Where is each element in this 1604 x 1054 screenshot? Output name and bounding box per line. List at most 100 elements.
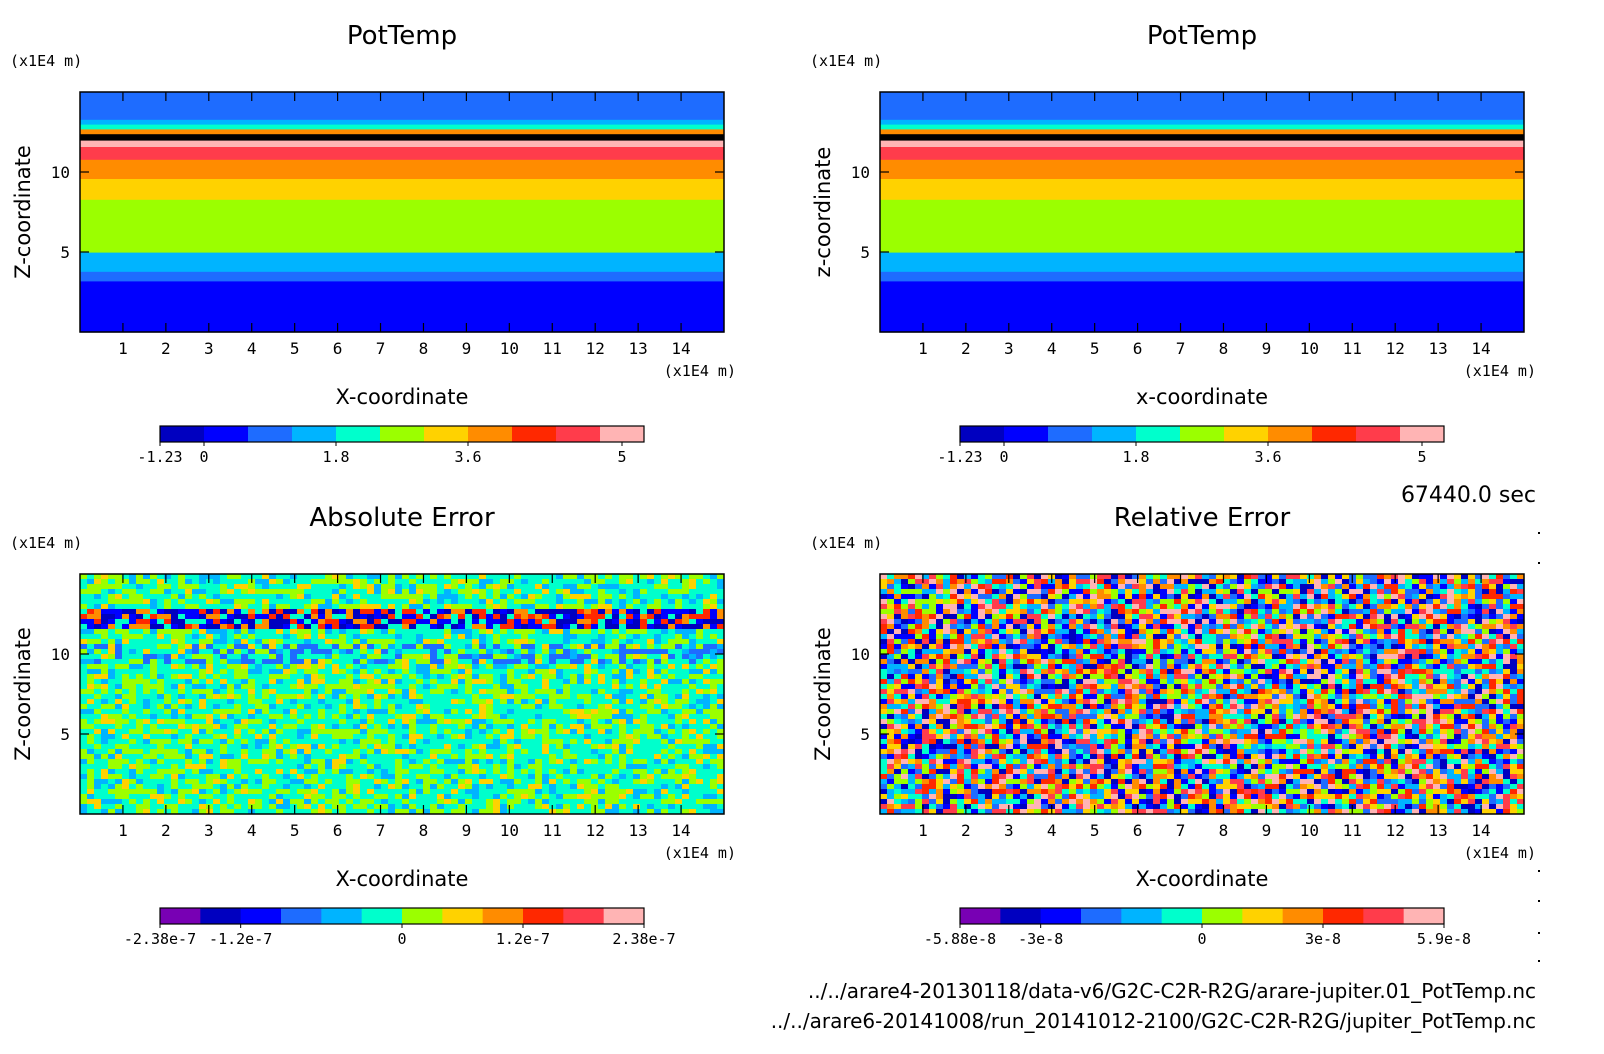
field-cell	[500, 584, 508, 590]
field-cell	[206, 774, 214, 780]
field-cell	[528, 659, 536, 665]
field-cell	[703, 599, 711, 605]
field-cell	[556, 734, 564, 740]
field-cell	[255, 709, 263, 715]
field-cell	[689, 699, 697, 705]
field-cell	[1468, 574, 1476, 580]
field-cell	[654, 674, 662, 680]
field-cell	[661, 614, 669, 620]
field-cell	[108, 659, 116, 665]
field-cell	[528, 584, 536, 590]
field-cell	[1090, 584, 1098, 590]
field-cell	[122, 654, 130, 660]
field-cell	[500, 809, 508, 815]
field-cell	[423, 584, 431, 590]
field-cell	[367, 739, 375, 745]
field-cell	[521, 654, 529, 660]
field-cell	[213, 774, 221, 780]
field-cell	[696, 769, 704, 775]
field-cell	[1293, 574, 1301, 580]
field-cell	[409, 764, 417, 770]
field-cell	[122, 649, 130, 655]
field-cell	[647, 799, 655, 805]
field-cell	[563, 694, 571, 700]
field-cell	[591, 689, 599, 695]
field-cell	[528, 744, 536, 750]
field-cell	[563, 744, 571, 750]
field-cell	[122, 729, 130, 735]
field-cell	[339, 689, 347, 695]
field-cell	[577, 784, 585, 790]
field-cell	[901, 574, 909, 580]
field-cell	[633, 709, 641, 715]
plot-field	[880, 574, 1525, 815]
field-cell	[423, 704, 431, 710]
field-cell	[1251, 579, 1259, 585]
field-cell	[80, 744, 88, 750]
field-cell	[360, 734, 368, 740]
field-cell	[108, 644, 116, 650]
field-cell	[570, 719, 578, 725]
field-cell	[283, 604, 291, 610]
field-cell	[122, 719, 130, 725]
field-cell	[80, 774, 88, 780]
field-cell	[521, 634, 529, 640]
field-cell	[234, 609, 242, 615]
field-cell	[535, 574, 543, 580]
field-cell	[591, 659, 599, 665]
field-cell	[943, 579, 951, 585]
field-cell	[213, 789, 221, 795]
field-cell	[234, 619, 242, 625]
field-cell	[94, 779, 102, 785]
field-cell	[894, 584, 902, 590]
field-cell	[535, 589, 543, 595]
field-cell	[1062, 584, 1070, 590]
field-cell	[654, 749, 662, 755]
field-cell	[402, 599, 410, 605]
contour-band	[80, 128, 724, 135]
field-cell	[479, 779, 487, 785]
field-cell	[297, 749, 305, 755]
field-cell	[332, 659, 340, 665]
field-cell	[269, 754, 277, 760]
field-cell	[290, 749, 298, 755]
field-cell	[710, 744, 718, 750]
field-cell	[451, 594, 459, 600]
field-cell	[1069, 589, 1077, 595]
field-cell	[423, 779, 431, 785]
field-cell	[395, 669, 403, 675]
field-cell	[437, 704, 445, 710]
field-cell	[136, 664, 144, 670]
field-cell	[437, 734, 445, 740]
field-cell	[1475, 574, 1483, 580]
field-cell	[150, 689, 158, 695]
field-cell	[136, 809, 144, 815]
field-cell	[304, 699, 312, 705]
field-cell	[493, 774, 501, 780]
field-cell	[577, 644, 585, 650]
field-cell	[115, 729, 123, 735]
field-cell	[234, 714, 242, 720]
field-cell	[150, 664, 158, 670]
field-cell	[234, 574, 242, 580]
field-cell	[437, 629, 445, 635]
field-cell	[241, 764, 249, 770]
field-cell	[367, 654, 375, 660]
field-cell	[500, 664, 508, 670]
field-cell	[556, 644, 564, 650]
field-cell	[675, 589, 683, 595]
field-cell	[999, 589, 1007, 595]
field-cell	[1517, 579, 1525, 585]
field-cell	[164, 759, 172, 765]
field-cell	[325, 724, 333, 730]
field-cell	[108, 749, 116, 755]
y-tick-label: 10	[851, 163, 870, 182]
field-cell	[101, 724, 109, 730]
field-cell	[971, 584, 979, 590]
field-cell	[605, 699, 613, 705]
field-cell	[598, 734, 606, 740]
field-cell	[241, 664, 249, 670]
field-cell	[633, 739, 641, 745]
field-cell	[710, 779, 718, 785]
field-cell	[388, 649, 396, 655]
